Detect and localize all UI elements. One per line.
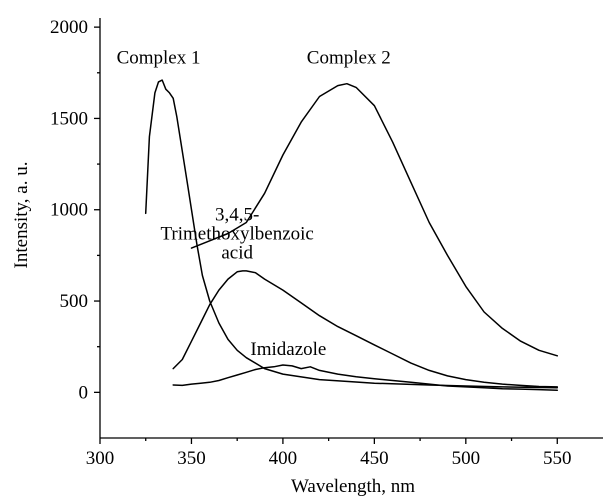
y-tick-label: 1500 <box>50 108 88 129</box>
x-tick-label: 400 <box>269 448 298 469</box>
annotation-line: acid <box>221 243 253 264</box>
series-group <box>144 79 559 391</box>
x-tick-label: 300 <box>86 448 115 469</box>
series-annotation: Complex 1 <box>117 48 201 69</box>
y-tick-label: 500 <box>60 291 89 312</box>
annotations: Complex 1 Complex 2 3,4,5-Trimethoxylbenzo… <box>117 48 391 360</box>
y-axis-title: Intensity, a. u. <box>11 162 32 269</box>
series-annotation: Imidazole <box>250 339 326 360</box>
x-axis-title: Wavelength, nm <box>291 476 415 497</box>
x-tick-label: 550 <box>543 448 572 469</box>
series-line-complex-1 <box>144 79 559 389</box>
series-annotation: Complex 2 <box>307 48 391 69</box>
y-tick-label: 1000 <box>50 200 88 221</box>
x-tick-label: 500 <box>452 448 481 469</box>
series-line-3-4-5-trimethoxylbenzoic-acid <box>172 270 559 388</box>
series-line-imidazole <box>172 364 559 391</box>
axes: 300 350 400 450 500 550 0 500 1000 1500 2000 <box>50 17 603 469</box>
series-annotation: 3,4,5-Trimethoxylbenzoic acid <box>160 205 313 264</box>
y-tick-label: 0 <box>79 382 89 403</box>
series-line-complex-2 <box>190 82 559 357</box>
x-tick-label: 450 <box>360 448 389 469</box>
annotation-line: 3,4,5- <box>215 205 259 226</box>
annotation-line: Trimethoxylbenzoic <box>160 224 313 245</box>
y-tick-label: 2000 <box>50 17 88 38</box>
x-tick-label: 350 <box>177 448 206 469</box>
